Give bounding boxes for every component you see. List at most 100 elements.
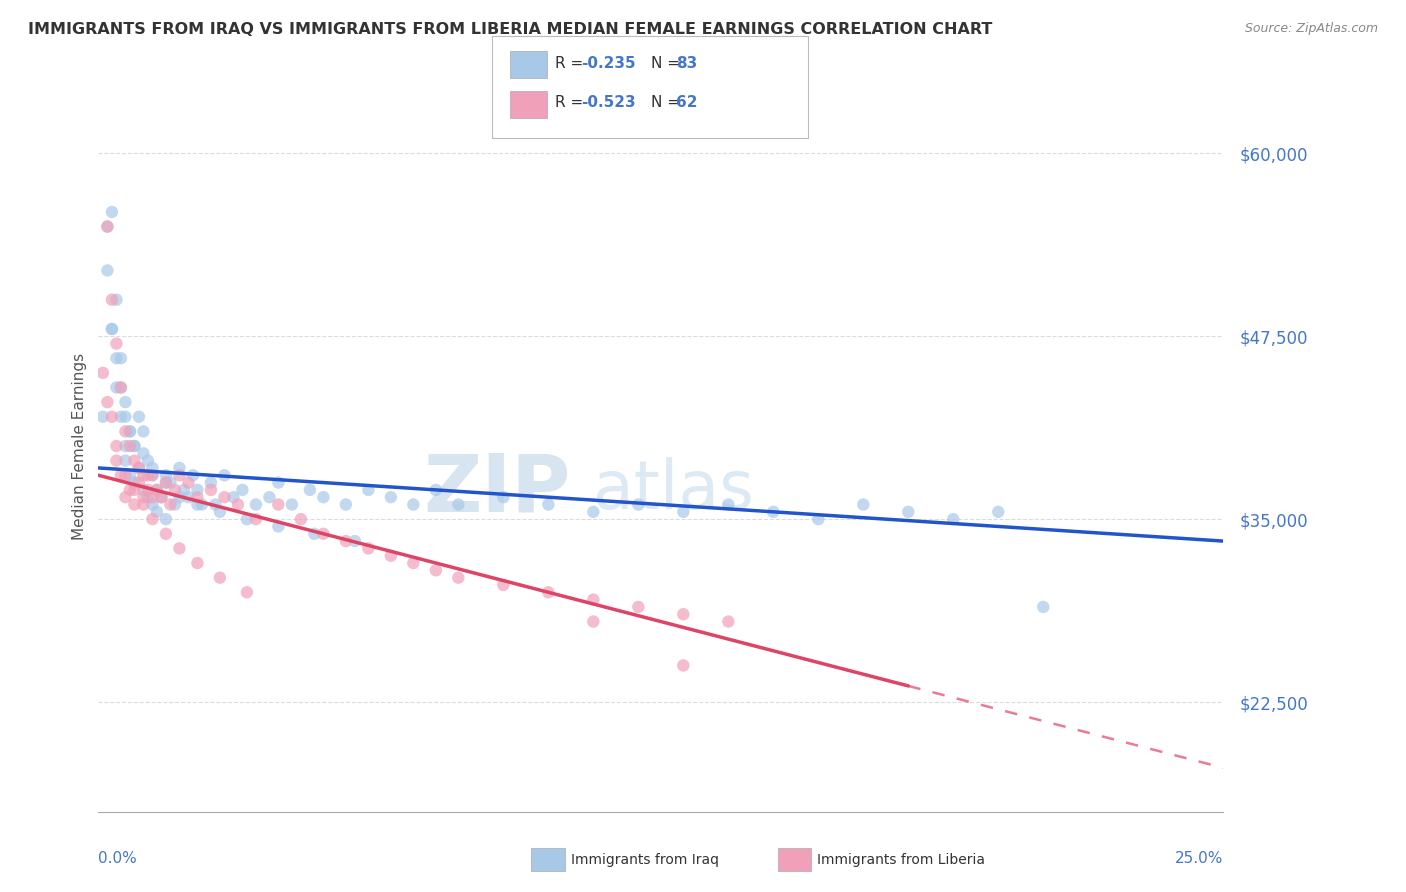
Point [200,475,222,490]
Point [118,425,141,439]
Point [128,409,150,424]
Point [136,453,159,467]
Point [118,483,141,497]
Point [105,453,128,467]
Point [159,475,181,490]
Point [91,409,114,424]
Point [169,461,191,475]
Y-axis label: Median Female Earnings: Median Female Earnings [72,352,87,540]
Point [150,490,173,504]
Point [155,475,177,490]
Point [110,380,132,394]
Point [582,505,605,519]
Point [128,461,150,475]
Point [1032,599,1054,614]
Point [124,475,146,490]
Point [897,505,920,519]
Text: 25.0%: 25.0% [1175,851,1223,865]
Point [204,498,226,512]
Point [114,409,136,424]
Point [492,578,515,592]
Point [425,483,447,497]
Text: Source: ZipAtlas.com: Source: ZipAtlas.com [1244,22,1378,36]
Point [208,571,231,585]
Point [141,461,163,475]
Point [267,475,290,490]
Point [245,498,267,512]
Point [146,483,169,497]
Point [281,498,304,512]
Point [110,351,132,366]
Point [141,468,163,483]
Text: 0.0%: 0.0% [98,851,138,865]
Text: R =: R = [555,95,589,110]
Point [132,468,155,483]
Point [124,439,146,453]
Point [155,475,177,490]
Point [191,498,214,512]
Point [357,541,380,556]
Point [114,468,136,483]
Point [114,439,136,453]
Point [132,483,155,497]
Point [101,409,124,424]
Text: atlas: atlas [593,457,754,523]
Point [177,490,200,504]
Point [114,395,136,409]
Point [141,512,163,526]
Text: N =: N = [651,95,685,110]
Point [672,607,695,622]
Text: IMMIGRANTS FROM IRAQ VS IMMIGRANTS FROM LIBERIA MEDIAN FEMALE EARNINGS CORRELATI: IMMIGRANTS FROM IRAQ VS IMMIGRANTS FROM … [28,22,993,37]
Point [110,468,132,483]
Point [128,475,150,490]
Point [672,505,695,519]
Point [169,541,191,556]
Text: 83: 83 [676,56,697,70]
Text: R =: R = [555,56,589,70]
Text: -0.235: -0.235 [581,56,636,70]
Point [259,490,281,504]
Point [118,425,141,439]
Point [672,658,695,673]
Point [402,556,425,570]
Point [447,571,470,585]
Point [141,498,163,512]
Point [146,505,169,519]
Point [132,425,155,439]
Point [105,336,128,351]
Point [101,293,124,307]
Point [267,519,290,533]
Point [163,483,186,497]
Point [96,219,118,234]
Point [402,498,425,512]
Text: Immigrants from Liberia: Immigrants from Liberia [817,853,984,867]
Point [208,505,231,519]
Point [101,322,124,336]
Point [236,585,259,599]
Point [181,468,204,483]
Point [146,483,169,497]
Point [163,498,186,512]
Point [177,475,200,490]
Point [231,483,253,497]
Text: N =: N = [651,56,685,70]
Point [335,498,357,512]
Point [105,380,128,394]
Point [717,498,740,512]
Point [807,512,830,526]
Point [214,468,236,483]
Point [118,439,141,453]
Point [110,380,132,394]
Point [290,512,312,526]
Point [312,490,335,504]
Point [627,599,650,614]
Point [267,498,290,512]
Point [105,293,128,307]
Point [169,468,191,483]
Point [186,483,208,497]
Point [298,483,321,497]
Point [343,534,366,549]
Point [105,351,128,366]
Text: 62: 62 [676,95,697,110]
Point [200,483,222,497]
